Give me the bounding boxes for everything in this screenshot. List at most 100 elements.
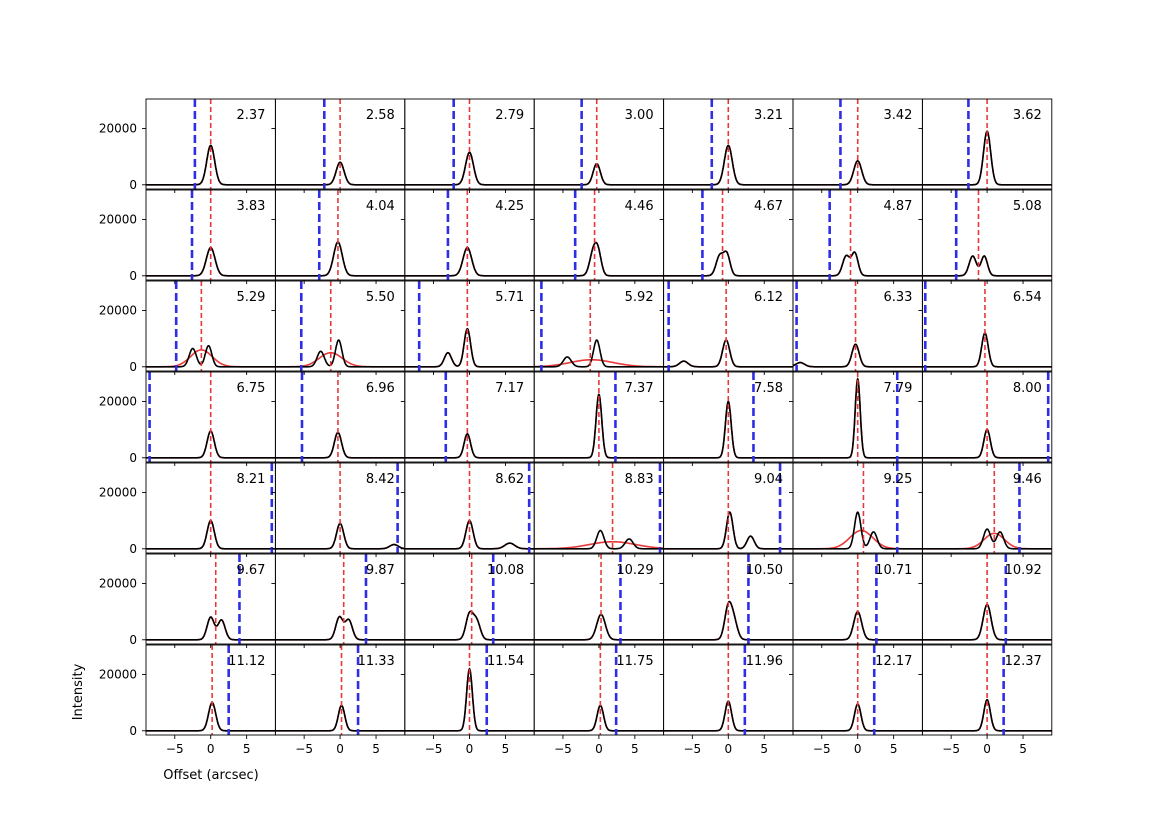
y-tick-label: 20000 (99, 668, 137, 682)
observed-curve (404, 610, 535, 641)
panel: 10.92 (918, 553, 1053, 648)
panel-label: 8.21 (236, 472, 265, 487)
panel-label: 4.87 (883, 199, 912, 214)
observed-curve (793, 251, 923, 277)
panel: 5.08 (918, 189, 1053, 284)
panel: 6.33 (789, 280, 923, 375)
panel-label: 11.54 (487, 654, 524, 669)
observed-curve (275, 339, 405, 368)
panel-label: 3.62 (1013, 108, 1042, 123)
observed-curve (404, 151, 535, 186)
observed-curve (404, 667, 535, 732)
panel-plot-area (146, 645, 276, 735)
panel-label: 10.50 (746, 563, 783, 578)
x-tick-label: −5 (295, 742, 313, 756)
panel: 6.12 (659, 280, 794, 375)
panel-label: 7.37 (625, 381, 654, 396)
observed-curve (275, 241, 405, 277)
panel-label: 3.21 (754, 108, 783, 123)
panel-label: 4.67 (754, 199, 783, 214)
x-tick-label: 0 (466, 742, 474, 756)
panel-label: 3.83 (236, 199, 265, 214)
observed-curve (534, 339, 664, 368)
panel-plot-area (922, 190, 1052, 280)
panel: 10.29 (530, 553, 665, 648)
panel-plot-area (922, 554, 1052, 644)
observed-curve (404, 433, 535, 459)
observed-curve (793, 343, 923, 368)
panel-plot-area (793, 645, 923, 735)
panel-plot-area (534, 554, 664, 644)
panel-label: 6.96 (366, 381, 395, 396)
x-tick-label: 0 (336, 742, 344, 756)
panel-label: 10.71 (875, 563, 912, 578)
panel: 10.71 (789, 553, 923, 648)
panel: 11.54 −5 0 5 (400, 644, 535, 756)
panel-label: 2.79 (495, 108, 524, 123)
panel: 4.25 (400, 189, 535, 284)
panel-plot-area (922, 99, 1052, 189)
y-tick-label: 20000 (99, 486, 137, 500)
panel-label: 9.25 (883, 472, 912, 487)
panel: 7.79 (789, 371, 923, 466)
x-tick-label: −5 (684, 742, 702, 756)
observed-curve (663, 339, 793, 368)
x-tick-label: −5 (166, 742, 184, 756)
x-tick-label: 0 (724, 742, 732, 756)
panel-plot-area (404, 645, 535, 735)
panel: 11.12 −5 0 5 0 20000 (99, 644, 276, 756)
panel-plot-area (146, 554, 276, 644)
panel: 9.04 (659, 462, 794, 557)
panel: 5.71 (400, 280, 535, 375)
panel: 2.79 (400, 98, 535, 193)
x-tick-label: −5 (425, 742, 443, 756)
panel-plot-area (534, 463, 664, 553)
panel: 5.29 0 20000 (99, 280, 276, 375)
panel-plot-area (663, 554, 793, 644)
y-tick-label: 20000 (99, 395, 137, 409)
panel: 9.67 0 20000 (99, 553, 276, 648)
panel-label: 8.00 (1013, 381, 1042, 396)
panel-plot-area (922, 372, 1052, 462)
y-tick-label: 20000 (99, 122, 137, 136)
x-axis-label: Offset (arcsec) (163, 768, 258, 783)
observed-curve (404, 246, 535, 277)
observed-curve (663, 400, 793, 459)
y-tick-label: 20000 (99, 304, 137, 318)
panel-label: 4.46 (625, 199, 654, 214)
panel-plot-area (793, 281, 923, 371)
panel-label: 8.62 (495, 472, 524, 487)
panel-plot-area (275, 190, 405, 280)
x-tick-label: 5 (760, 742, 768, 756)
x-tick-label: −5 (554, 742, 572, 756)
x-tick-label: 5 (502, 742, 510, 756)
panel-label: 10.29 (616, 563, 653, 578)
panel-plot-area (146, 463, 276, 553)
observed-curve (922, 255, 1052, 277)
panel-plot-area (275, 554, 405, 644)
x-tick-label: 5 (372, 742, 380, 756)
x-tick-label: 5 (243, 742, 251, 756)
panel: 8.21 0 20000 (99, 462, 276, 557)
panel-plot-area (404, 372, 535, 462)
panel-label: 3.00 (625, 108, 654, 123)
panel-plot-area (922, 645, 1052, 735)
panel: 10.50 (659, 553, 794, 648)
panel-plot-area (663, 645, 793, 735)
panel-plot-area (663, 463, 793, 553)
panel-plot-area (534, 372, 664, 462)
observed-curve (146, 701, 276, 732)
panel-label: 10.08 (487, 563, 524, 578)
panel-label: 2.37 (236, 108, 265, 123)
y-tick-label: 0 (129, 269, 137, 283)
panel-plot-area (275, 99, 405, 189)
panel: 9.87 (271, 553, 406, 648)
y-tick-label: 0 (129, 178, 137, 192)
panel-label: 4.25 (495, 199, 524, 214)
panel-label: 9.04 (754, 472, 783, 487)
observed-curve (922, 698, 1052, 732)
x-tick-label: −5 (813, 742, 831, 756)
panel: 12.17 −5 0 5 (789, 644, 923, 756)
panel-plot-area (275, 372, 405, 462)
